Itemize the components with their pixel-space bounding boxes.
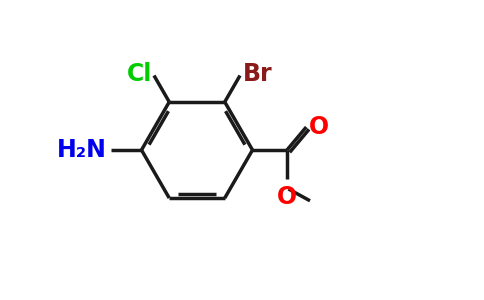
Text: O: O xyxy=(277,184,297,208)
Text: H₂N: H₂N xyxy=(57,138,106,162)
Text: Cl: Cl xyxy=(127,62,152,86)
Text: Br: Br xyxy=(242,62,272,86)
Text: O: O xyxy=(309,115,330,139)
